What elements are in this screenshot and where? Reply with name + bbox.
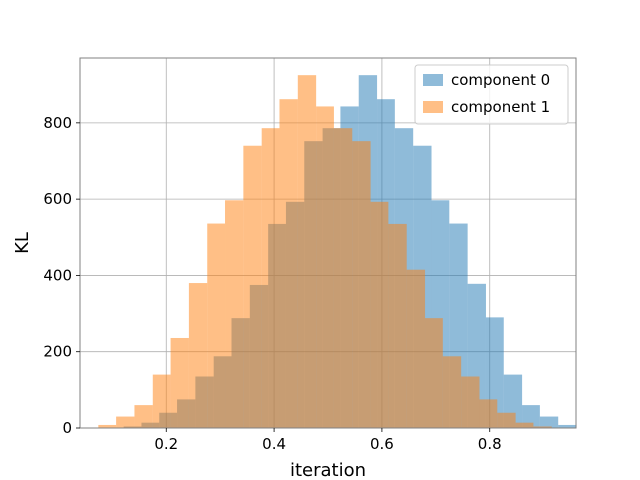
histogram-bar-series-1 [352, 141, 371, 428]
legend-swatch [423, 101, 443, 113]
histogram-bar-series-1 [152, 374, 171, 428]
y-tick-label: 800 [43, 114, 72, 132]
y-tick-label: 400 [43, 266, 72, 284]
plot-frame [79, 57, 577, 429]
histogram-bar-series-1 [406, 269, 426, 428]
x-axis-label: iteration [290, 460, 366, 480]
histogram-bar-series-1 [116, 416, 135, 428]
histogram-bar-series-1 [98, 424, 117, 428]
histogram-bar-series-0 [539, 416, 559, 428]
y-tick-label: 600 [43, 190, 72, 208]
histogram-bar-series-1 [207, 223, 226, 428]
histogram-bar-series-1 [533, 426, 552, 428]
histogram-bar-series-1 [388, 223, 407, 428]
histogram-bar-series-1 [279, 99, 298, 429]
histogram-bar-series-1 [370, 201, 389, 428]
y-axis-label: KL [12, 232, 33, 254]
histogram-bar-series-1 [479, 399, 498, 428]
histogram-bar-series-1 [461, 376, 480, 428]
axis-ticks: 0.2 0.4 0.6 0.8 0 200 400 600 800 [43, 114, 501, 453]
legend-box [414, 64, 569, 125]
histogram-bars [98, 75, 577, 429]
histogram-bar-series-1 [188, 283, 208, 428]
legend-label: component 1 [451, 98, 550, 116]
histogram-bar-series-1 [442, 356, 462, 428]
histogram-bar-series-1 [316, 106, 334, 428]
histogram-bar-series-1 [225, 200, 244, 428]
histogram-bar-series-1 [515, 422, 534, 428]
legend: component 0 component 1 [414, 64, 569, 125]
histogram-bar-series-1 [297, 75, 317, 428]
histogram-bar-series-1 [261, 128, 280, 429]
histogram-bar-series-1 [333, 128, 353, 429]
legend-label: component 0 [451, 71, 550, 89]
x-tick-label: 0.2 [154, 435, 178, 453]
histogram-bar-series-0 [558, 424, 577, 428]
histogram-bar-series-1 [497, 412, 516, 428]
histogram-bar-series-0 [522, 405, 540, 428]
histogram-bar-series-1 [170, 337, 189, 428]
x-tick-label: 0.6 [370, 435, 394, 453]
y-tick-label: 0 [62, 419, 72, 437]
legend-swatch [423, 74, 443, 86]
histogram-bar-series-1 [425, 318, 443, 428]
x-tick-label: 0.8 [478, 435, 502, 453]
y-tick-label: 200 [43, 343, 72, 361]
histogram-bar-series-1 [134, 405, 153, 428]
x-tick-label: 0.4 [262, 435, 286, 453]
histogram-bar-series-1 [243, 145, 262, 428]
